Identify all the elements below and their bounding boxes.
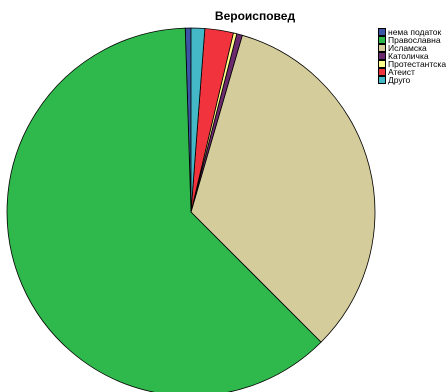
legend-item: Атеист (378, 68, 446, 76)
legend-label: Протестантска (388, 59, 447, 69)
legend-label: Атеист (388, 67, 415, 77)
legend-label: Друго (388, 75, 411, 85)
legend-item: Католичка (378, 52, 446, 60)
legend-swatch (378, 28, 386, 36)
legend: нема податок Православна Исламска Католичка… (378, 28, 446, 84)
legend-swatch (378, 60, 386, 68)
legend-swatch (378, 68, 386, 76)
legend-item: Протестантска (378, 60, 446, 68)
chart-title: Вероисповед (214, 9, 296, 23)
legend-label: Католичка (388, 51, 429, 61)
legend-item: Друго (378, 76, 446, 84)
pie-slice-7 (190, 27, 206, 213)
legend-label: нема податок (388, 27, 442, 37)
legend-item: нема податок (378, 28, 446, 36)
legend-swatch (378, 76, 386, 84)
pie-slice-3 (190, 34, 376, 343)
legend-label: Православна (388, 35, 441, 45)
legend-swatch (378, 44, 386, 52)
legend-label: Исламска (388, 43, 427, 53)
legend-swatch (378, 52, 386, 60)
legend-item: Исламска (378, 44, 446, 52)
legend-item: Православна (378, 36, 446, 44)
legend-swatch (378, 36, 386, 44)
